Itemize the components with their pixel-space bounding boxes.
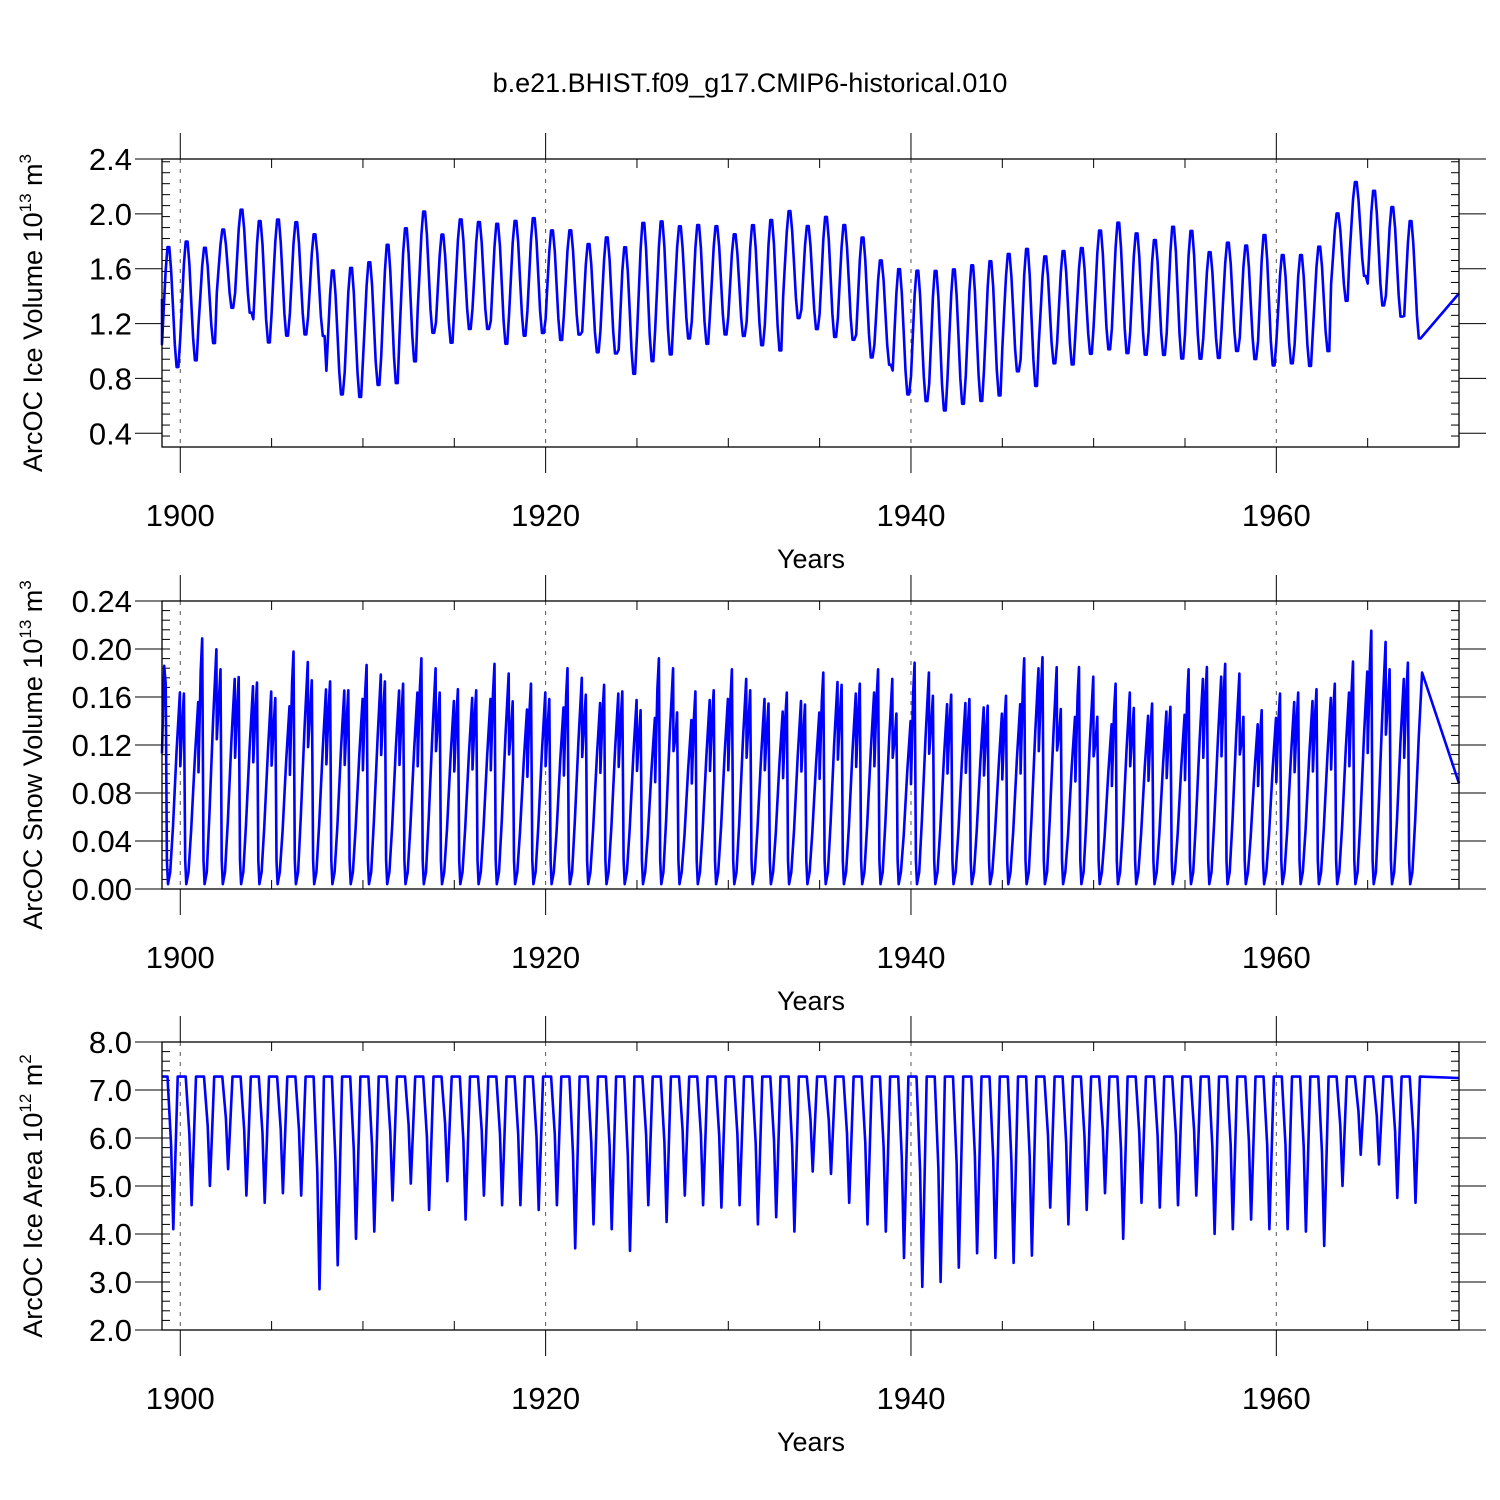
y-axis-label: ArcOC Snow Volume 1013 m3 [16, 580, 48, 930]
y-tick-label: 1.6 [89, 252, 132, 287]
y-tick-label: 0.8 [89, 361, 132, 396]
panels: 0.4 0.8 1.2 1.6 2.0 2.4 1900 1920 1940 1960 Years A… [16, 133, 1486, 1457]
x-tick-label: 1940 [876, 498, 945, 533]
y-tick-label: 2.0 [89, 197, 132, 232]
y-tick-label: 0.4 [89, 416, 132, 451]
y-axis-label-main: ArcOC Ice Volume 10 [18, 212, 48, 472]
y-tick-label: 0.20 [72, 632, 132, 667]
x-axis-label: Years [777, 544, 845, 574]
panel-ice_volume: 0.4 0.8 1.2 1.6 2.0 2.4 1900 1920 1940 1960 Years A… [16, 133, 1486, 574]
y-tick-label: 6.0 [89, 1121, 132, 1156]
series-line-ice_volume [160, 180, 1460, 412]
x-tick-label: 1960 [1242, 940, 1311, 975]
y-tick-label: 0.24 [72, 584, 132, 619]
x-axis-label: Years [777, 1427, 845, 1457]
x-tick-label: 1900 [146, 1381, 215, 1416]
plot-frame [161, 158, 1460, 448]
y-axis-label-unit: m [18, 163, 48, 193]
y-tick-label: 4.0 [89, 1217, 132, 1252]
y-tick-label: 5.0 [89, 1169, 132, 1204]
y-tick-label: 0.16 [72, 680, 132, 715]
x-axis-label: Years [777, 986, 845, 1016]
plot-frame [161, 1041, 1460, 1331]
y-tick-label: 0.04 [72, 824, 132, 859]
y-axis-label-exp: 12 [16, 1094, 35, 1113]
y-tick-label: 2.0 [89, 1313, 132, 1348]
plot-frame [161, 600, 1460, 890]
y-tick-label: 7.0 [89, 1073, 132, 1108]
y-axis-label-unit: m [18, 1064, 48, 1094]
y-tick-label: 0.12 [72, 728, 132, 763]
x-tick-label: 1960 [1242, 1381, 1311, 1416]
y-axis-label: ArcOC Ice Volume 1013 m3 [16, 154, 48, 472]
y-tick-label: 8.0 [89, 1025, 132, 1060]
y-axis-label-unit-exp: 3 [16, 580, 35, 589]
y-axis-label: ArcOC Ice Area 1012 m2 [16, 1054, 48, 1338]
y-axis-label-main: ArcOC Snow Volume 10 [18, 639, 48, 930]
panel-snow_volume: 0.00 0.04 0.08 0.12 0.16 0.20 0.24 1900 1920 1940… [16, 575, 1486, 1016]
x-tick-label: 1920 [511, 498, 580, 533]
x-tick-label: 1960 [1242, 498, 1311, 533]
x-tick-label: 1900 [146, 940, 215, 975]
x-tick-label: 1920 [511, 940, 580, 975]
series-line-snow_volume [160, 629, 1461, 886]
panel-ice_area: 2.0 3.0 4.0 5.0 6.0 7.0 8.0 1900 1920 1940 1960 Yea… [16, 1016, 1486, 1457]
y-tick-label: 0.00 [72, 872, 132, 907]
y-tick-label: 0.08 [72, 776, 132, 811]
x-tick-label: 1920 [511, 1381, 580, 1416]
y-tick-label: 3.0 [89, 1265, 132, 1300]
x-tick-label: 1900 [146, 498, 215, 533]
y-tick-label: 1.2 [89, 307, 132, 342]
y-axis-label-exp: 13 [16, 193, 35, 212]
series-line-ice_area [161, 1075, 1460, 1291]
x-tick-label: 1940 [876, 1381, 945, 1416]
y-axis-label-unit-exp: 2 [16, 1054, 35, 1063]
y-axis-label-main: ArcOC Ice Area 10 [18, 1113, 48, 1338]
y-axis-label-exp: 13 [16, 620, 35, 639]
x-tick-label: 1940 [876, 940, 945, 975]
chart-title: b.e21.BHIST.f09_g17.CMIP6-historical.010 [493, 68, 1008, 98]
y-axis-label-unit-exp: 3 [16, 154, 35, 163]
y-axis-label-unit: m [18, 590, 48, 620]
y-tick-label: 2.4 [89, 142, 132, 177]
